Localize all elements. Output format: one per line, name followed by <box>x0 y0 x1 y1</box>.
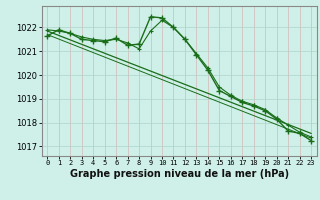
X-axis label: Graphe pression niveau de la mer (hPa): Graphe pression niveau de la mer (hPa) <box>70 169 289 179</box>
